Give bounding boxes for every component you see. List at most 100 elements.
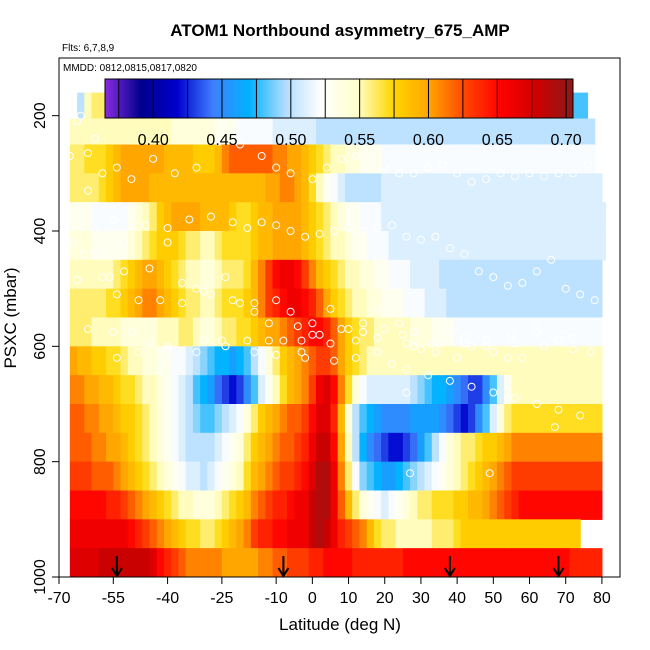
heatmap-cell — [77, 519, 85, 549]
heatmap-cell — [142, 202, 151, 232]
heatmap-cell — [489, 375, 498, 405]
observation-point — [279, 336, 288, 345]
heatmap-cell — [221, 432, 230, 463]
heatmap-cell — [91, 432, 100, 463]
heatmap-cell — [540, 346, 549, 376]
observation-point — [416, 345, 425, 354]
heatmap-cell — [229, 375, 237, 405]
observation-point — [409, 169, 418, 178]
heatmap-cell — [142, 317, 151, 347]
heatmap-cell — [431, 375, 440, 405]
heatmap-cell — [569, 259, 578, 290]
heatmap-cell — [489, 519, 498, 549]
heatmap-cell — [287, 259, 295, 290]
heatmap-cell — [439, 259, 447, 290]
heatmap-cell — [540, 144, 549, 174]
heatmap-cell — [482, 432, 491, 463]
observation-point — [217, 336, 226, 345]
heatmap-cell — [453, 231, 462, 261]
heatmap-cell — [381, 144, 389, 174]
heatmap-cell — [250, 317, 259, 347]
heatmap-cell — [533, 202, 541, 232]
heatmap-cell — [482, 144, 491, 174]
heatmap-cell — [598, 490, 603, 520]
heatmap-cell — [489, 346, 498, 376]
heatmap-cell — [308, 548, 317, 577]
heatmap-cell — [467, 432, 476, 463]
observation-point — [489, 348, 498, 357]
heatmap-cell — [265, 144, 274, 174]
heatmap-cell — [337, 202, 346, 232]
heatmap-cell — [496, 173, 505, 203]
heatmap-cell — [373, 173, 382, 203]
heatmap-cell — [265, 346, 274, 376]
heatmap-cell — [185, 432, 194, 463]
heatmap-cell — [308, 490, 317, 520]
heatmap-cell — [554, 317, 563, 347]
observation-point — [576, 411, 585, 420]
observation-point — [554, 169, 563, 178]
heatmap-cell — [489, 202, 498, 232]
heatmap-cell — [496, 404, 505, 434]
heatmap-cell — [301, 288, 310, 319]
heatmap-cell — [496, 202, 505, 232]
heatmap-cell — [192, 259, 201, 290]
heatmap-cell — [439, 461, 447, 492]
observation-point — [467, 342, 476, 351]
heatmap-cell — [135, 317, 143, 347]
heatmap-cell — [127, 317, 136, 347]
heatmap-cell — [178, 259, 187, 290]
heatmap-cell — [323, 375, 332, 405]
observation-point — [503, 353, 512, 362]
heatmap-cell — [554, 519, 563, 549]
heatmap-cell — [540, 461, 549, 492]
heatmap-cell — [598, 375, 603, 405]
heatmap-cell — [337, 375, 346, 405]
heatmap-cell — [453, 432, 462, 463]
heatmap-cell — [330, 404, 339, 434]
heatmap-cell — [373, 288, 382, 319]
heatmap-cell — [562, 202, 570, 232]
observation-point — [98, 169, 107, 178]
observation-point — [373, 224, 382, 233]
y-tick-label: 200 — [32, 102, 49, 129]
heatmap-cell — [113, 259, 122, 290]
heatmap-cell — [120, 548, 129, 577]
heatmap-cell — [525, 432, 534, 463]
observation-point — [532, 400, 541, 408]
heatmap-cell — [294, 202, 303, 232]
heatmap-cell — [236, 317, 245, 347]
heatmap-cell — [446, 288, 455, 319]
heatmap-cell — [127, 490, 136, 520]
heatmap-cell — [265, 404, 274, 434]
heatmap-cell — [69, 432, 78, 463]
heatmap-cell — [113, 202, 122, 232]
heatmap-cell — [279, 231, 288, 261]
heatmap-cell — [533, 548, 541, 577]
heatmap-cell — [250, 432, 259, 463]
observation-point — [547, 255, 556, 264]
heatmap-cell — [69, 317, 78, 347]
heatmap-cell — [366, 404, 375, 434]
heatmap-cell — [214, 432, 223, 463]
heatmap-cell — [308, 404, 317, 434]
heatmap-cell — [330, 346, 339, 376]
heatmap-cell — [98, 118, 107, 146]
heatmap-cell — [149, 375, 158, 405]
heatmap-cell — [127, 231, 136, 261]
observation-point — [109, 327, 118, 336]
heatmap-cell — [352, 404, 361, 434]
heatmap-cell — [417, 288, 426, 319]
heatmap-cell — [192, 432, 201, 463]
heatmap-cell — [591, 548, 599, 577]
observation-point — [145, 264, 154, 273]
heatmap-cell — [185, 118, 194, 146]
heatmap-cell — [467, 231, 476, 261]
heatmap-cell — [395, 118, 404, 146]
observation-point — [561, 330, 570, 339]
heatmap-cell — [69, 202, 78, 232]
heatmap-cell — [185, 202, 194, 232]
heatmap-cell — [120, 519, 129, 549]
heatmap-cell — [518, 118, 527, 146]
observation-point — [272, 221, 281, 230]
